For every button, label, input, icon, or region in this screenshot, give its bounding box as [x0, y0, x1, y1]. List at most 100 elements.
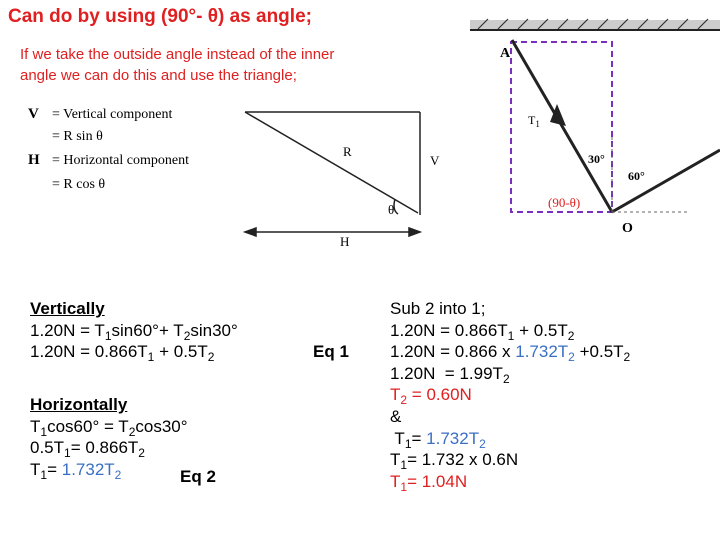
text-segment: = 1.732 x 0.6N — [407, 450, 519, 470]
text-segment: +0.5T — [574, 342, 624, 362]
subscript: 1 — [40, 467, 48, 482]
subscript: 1 — [40, 424, 48, 439]
subscript: 2 — [502, 371, 510, 386]
subscript: 1 — [104, 328, 112, 343]
label-outside-angle: (90-θ) — [548, 195, 580, 210]
ceiling — [470, 20, 720, 30]
text-segment: 1.20N = 1.99T — [390, 363, 503, 383]
equation-line: T1cos60° = T2cos30° — [30, 416, 188, 438]
arrow — [550, 104, 566, 126]
text-segment: 1.732T — [515, 342, 569, 362]
subscript: 1 — [400, 458, 408, 473]
subscript: 2 — [114, 467, 122, 482]
legend-text: = R sin θ — [52, 129, 103, 144]
subtitle: angle we can do this and use the triangl… — [20, 67, 297, 84]
text-segment: T — [390, 428, 405, 448]
text-segment: Sub 2 into 1; — [390, 299, 486, 318]
subscript: 2 — [623, 350, 631, 365]
label-t-sub: 1 — [535, 119, 540, 129]
equation-line: 1.20N = 0.866T1 + 0.5T2 — [390, 320, 630, 342]
equation-line: 0.5T1= 0.866T2 — [30, 437, 188, 459]
text-segment: Vertically — [30, 299, 105, 318]
label-h: H — [340, 234, 349, 249]
label-theta: θ — [388, 202, 394, 217]
text-segment: T — [390, 385, 401, 405]
text-segment: 1.732T — [61, 459, 115, 479]
vertical-equations: Vertically 1.20N = T1sin60°+ T2sin30° 1.20… — [30, 298, 238, 363]
subscript: 2 — [207, 350, 215, 365]
substitution: Sub 2 into 1; 1.20N = 0.866T1 + 0.5T2 1.20… — [390, 298, 630, 493]
eq-label: Eq 2 — [180, 467, 216, 486]
subscript: 1 — [64, 446, 71, 461]
rope — [510, 39, 614, 213]
title: Can do by using (90°- θ) as angle; — [8, 6, 312, 27]
equation-line: Horizontally — [30, 394, 188, 416]
text-segment: = 1.04N — [407, 471, 468, 491]
label-30: 30° — [588, 152, 605, 166]
equation-line: T1= 1.732T2 — [390, 428, 630, 450]
text-segment: 1.20N = T — [30, 320, 105, 340]
label-o: O — [622, 221, 633, 236]
legend-symbol: H — [28, 152, 40, 168]
subscript: 2 — [400, 393, 408, 408]
label-60: 60° — [628, 169, 645, 183]
subscript: 2 — [568, 350, 575, 365]
text-segment: = 0.60N — [407, 385, 472, 405]
text-segment: sin60°+ T — [111, 320, 184, 340]
eq-label: Eq 1 — [313, 342, 349, 361]
equation-line: 1.20N = T1sin60°+ T2sin30° — [30, 320, 238, 342]
label-a: A — [500, 46, 511, 61]
label-r: R — [343, 144, 352, 159]
text-segment: 1.20N = 0.866T — [390, 320, 508, 340]
subscript: 2 — [183, 328, 191, 343]
equation-line: 1.20N = 0.866T1 + 0.5T2 — [30, 341, 238, 363]
horizontal-equations: Horizontally T1cos60° = T2cos30° 0.5T1= 0.… — [30, 394, 188, 481]
legend-text: = Vertical component — [52, 107, 172, 122]
subscript: 1 — [147, 350, 155, 365]
subscript: 2 — [479, 436, 486, 451]
text-segment: Horizontally — [30, 395, 128, 414]
diagrams: V = Vertical component = R sin θ H = Hor… — [28, 18, 720, 249]
legend-symbol: V — [28, 106, 39, 122]
text-segment: 1.732T — [426, 428, 480, 448]
legend-text: = R cos θ — [52, 177, 105, 192]
subscript: 2 — [138, 446, 145, 461]
text-segment: 0.5T — [30, 438, 65, 458]
equation-line: 1.20N = 1.99T2 — [390, 363, 630, 385]
subscript: 1 — [507, 328, 515, 343]
equation-line: Sub 2 into 1; — [390, 298, 630, 320]
equation-line: 1.20N = 0.866 x 1.732T2 +0.5T2 — [390, 341, 630, 363]
text-segment: cos30° — [135, 416, 188, 436]
text-segment: = — [411, 428, 427, 448]
equation-line: T1= 1.732T2 — [30, 459, 188, 481]
text-segment: & — [390, 406, 402, 426]
subscript: 2 — [567, 328, 575, 343]
text-segment: + 0.5T — [154, 342, 208, 362]
equation-line: T2 = 0.60N — [390, 384, 630, 406]
text-segment: T — [30, 416, 41, 436]
text-segment: = 0.866T — [70, 438, 139, 458]
rope — [611, 148, 720, 214]
hatch — [477, 18, 709, 30]
angle-box — [510, 41, 613, 213]
text-segment: 1.20N = 0.866 x — [390, 342, 516, 362]
text-segment: T — [390, 471, 401, 491]
equation-line: T1= 1.04N — [390, 471, 630, 493]
text-segment: = — [47, 459, 62, 479]
text-segment: T — [30, 459, 41, 479]
triangle — [242, 111, 423, 238]
label-v: V — [430, 153, 440, 168]
subscript: 2 — [128, 424, 136, 439]
subscript: 1 — [400, 479, 408, 494]
equation-line: Vertically — [30, 298, 238, 320]
text-segment: 1.20N = 0.866T — [30, 342, 148, 362]
label-t: T — [528, 113, 536, 127]
subscript: 1 — [404, 436, 412, 451]
equation-line: T1= 1.732 x 0.6N — [390, 449, 630, 471]
subtitle: If we take the outside angle instead of … — [20, 46, 335, 63]
equation-line: & — [390, 406, 630, 428]
text-segment: sin30° — [190, 320, 238, 340]
legend-text: = Horizontal component — [52, 153, 189, 168]
text-segment: + 0.5T — [514, 320, 568, 340]
